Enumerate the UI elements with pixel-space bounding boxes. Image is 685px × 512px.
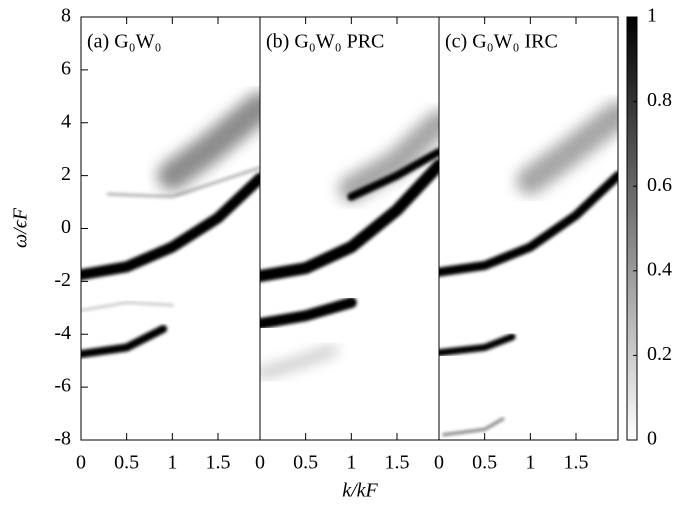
spectral-feature: [260, 159, 439, 283]
x-tick-label: 1.5: [205, 452, 230, 474]
panel-background: [260, 17, 439, 440]
x-tick-label: 1: [167, 452, 177, 474]
x-tick-label: 0.5: [293, 452, 318, 474]
y-tick-label: 8: [61, 5, 71, 27]
heatmap-panel: [439, 17, 618, 440]
y-tick-label: -4: [54, 322, 71, 344]
spectral-feature: [439, 171, 618, 277]
spectral-feature: [338, 109, 439, 202]
x-tick-label: 1.5: [384, 452, 409, 474]
colorbar-tick-label: 1: [647, 5, 657, 27]
x-tick-label: 1.5: [563, 452, 588, 474]
spectral-feature: [81, 301, 174, 312]
x-axis-label: k/kF: [342, 480, 378, 502]
heatmap-panel: [81, 17, 260, 440]
panel-title: (c) G₀W₀ IRC: [445, 31, 558, 53]
colorbar-tick-label: 0.8: [647, 89, 672, 111]
heatmap-panel: [260, 17, 439, 440]
spectral-feature: [442, 417, 505, 437]
spectral-feature: [260, 297, 357, 330]
x-tick-label: 0.5: [472, 452, 497, 474]
y-tick-label: 0: [61, 216, 71, 238]
colorbar: [626, 16, 638, 441]
x-tick-label: 0: [76, 452, 86, 474]
x-tick-label: 0.5: [114, 452, 139, 474]
y-tick-label: -2: [54, 269, 71, 291]
panel-title: (b) G₀W₀ PRC: [266, 31, 384, 53]
panel-title: (a) G₀W₀: [87, 31, 161, 53]
y-tick-label: -8: [54, 428, 71, 450]
panel-frame: [438, 16, 619, 441]
spectral-feature: [260, 346, 338, 378]
x-tick-label: 0: [255, 452, 265, 474]
spectral-feature: [81, 172, 260, 281]
colorbar-tick-label: 0.4: [647, 258, 672, 280]
x-tick-label: 1: [525, 452, 535, 474]
panel-background: [81, 17, 260, 440]
colorbar-tick-label: 0: [647, 428, 657, 450]
x-tick-label: 0: [434, 452, 444, 474]
spectral-feature: [157, 91, 260, 191]
y-tick-label: 4: [61, 110, 71, 132]
spectral-feature: [439, 333, 516, 357]
panel-background: [439, 17, 618, 440]
colorbar-tick-label: 0.2: [647, 343, 672, 365]
y-tick-label: -6: [54, 375, 71, 397]
spectral-feature: [347, 147, 439, 201]
spectral-feature: [106, 166, 260, 199]
x-tick-label: 1: [346, 452, 356, 474]
y-axis-label: ω/ϵF: [10, 207, 32, 248]
colorbar-tick-label: 0.6: [647, 174, 672, 196]
y-tick-label: 6: [61, 57, 71, 79]
spectral-feature: [516, 100, 618, 195]
y-tick-label: 2: [61, 163, 71, 185]
spectral-feature: [81, 324, 168, 359]
